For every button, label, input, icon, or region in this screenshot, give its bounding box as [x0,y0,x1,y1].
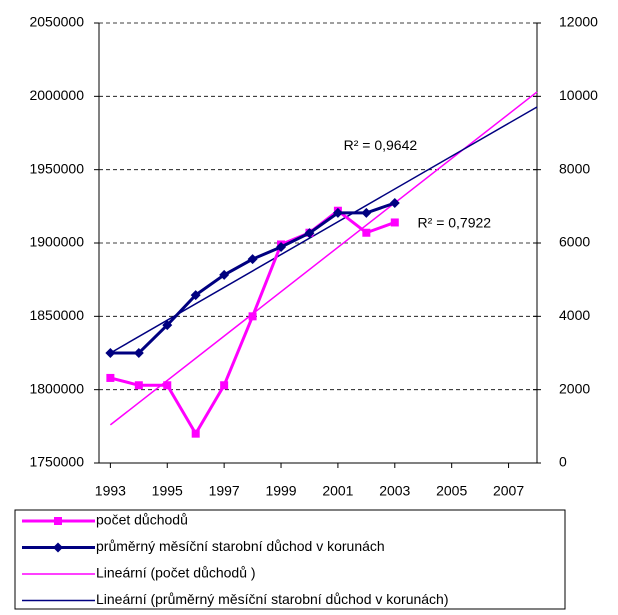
marker [133,348,144,358]
legend-label: Lineární (průměrný měsíční starobní důch… [96,591,449,607]
x-tick-label: 2005 [436,483,467,499]
x-tick-label: 2007 [493,483,524,499]
y2-tick-label: 10000 [559,87,598,103]
y-tick-label: 1850000 [29,307,84,323]
marker [362,228,371,237]
legend-marker [54,517,62,525]
annotation: R² = 0,9642 [344,137,418,153]
series-line [110,201,396,355]
marker [389,198,400,209]
y2-tick-label: 0 [559,454,567,470]
y-tick-label: 1750000 [29,454,84,470]
x-tick-label: 1995 [152,483,183,499]
y2-tick-label: 8000 [559,160,590,176]
marker [220,381,229,390]
x-tick-label: 1999 [265,483,296,499]
y2-tick-label: 2000 [559,380,590,396]
marker [247,254,258,265]
x-tick-label: 1993 [95,483,126,499]
marker [134,381,143,390]
marker [390,218,399,227]
marker [304,228,315,239]
marker [105,348,116,358]
y-tick-label: 2050000 [29,14,84,30]
x-tick-label: 2003 [379,483,410,499]
x-tick-label: 1997 [209,483,240,499]
series-line [110,208,396,437]
marker [191,429,200,438]
marker [248,312,257,321]
trendline [109,91,538,426]
x-tick-label: 2001 [322,483,353,499]
y2-tick-label: 4000 [559,307,590,323]
marker [332,207,343,218]
marker [163,381,172,390]
legend-label: počet důchodů [96,512,188,528]
y-tick-label: 1950000 [29,160,84,176]
marker [190,290,201,301]
marker [361,207,372,218]
y2-tick-label: 12000 [559,14,598,30]
marker [276,242,287,253]
y2-tick-label: 6000 [559,234,590,250]
y-tick-label: 1900000 [29,234,84,250]
marker [162,320,173,331]
legend-label: průměrný měsíční starobní důchod v korun… [96,538,385,554]
y-tick-label: 2000000 [29,87,84,103]
annotation: R² = 0,7922 [418,215,492,231]
legend-box [14,509,566,610]
legend-label: Lineární (počet důchodů ) [96,565,256,581]
marker [219,269,230,280]
marker [106,373,115,382]
y-tick-label: 1800000 [29,380,84,396]
legend-marker [53,542,63,553]
